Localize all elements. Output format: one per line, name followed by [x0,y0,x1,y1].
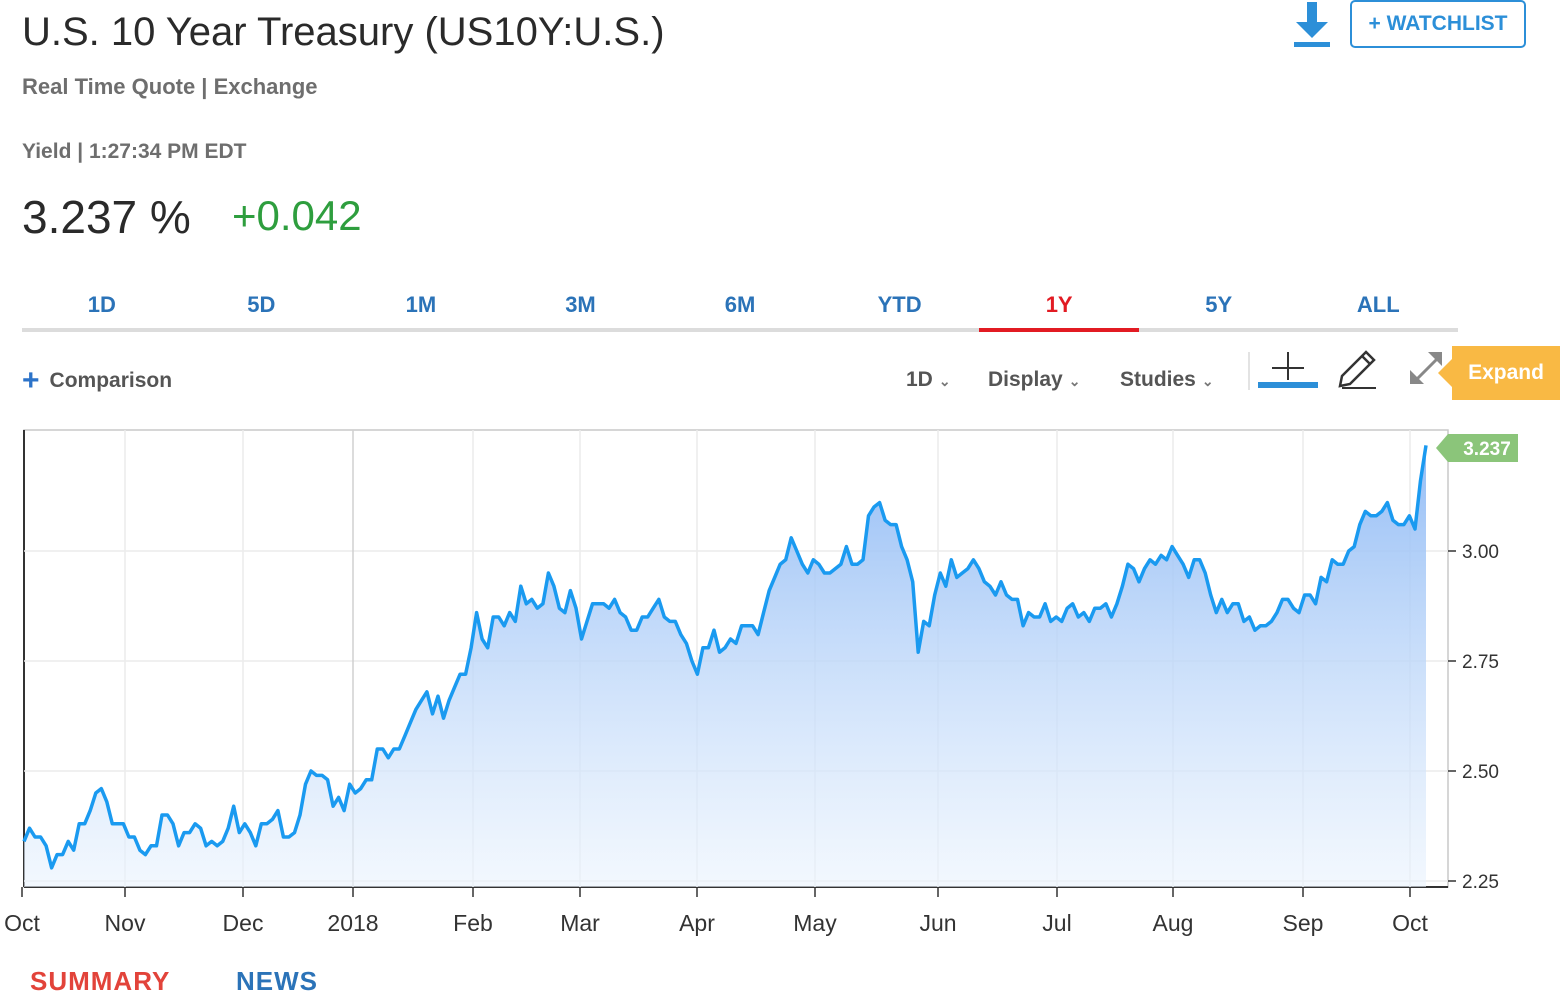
chart-series-line [22,445,1428,870]
x-tick-label: Feb [453,910,493,936]
x-tick-label: Dec [223,910,264,936]
interval-label: 1D [906,368,933,391]
chevron-down-icon: ⌄ [938,373,951,389]
y-tick-label: 2.25 [1462,872,1499,893]
yield-timestamp: Yield | 1:27:34 PM EDT [22,140,247,163]
chevron-down-icon: ⌄ [1068,373,1081,389]
plus-icon: + [22,364,40,397]
period-tabs: 1D 5D 1M 3M 6M YTD 1Y 5Y ALL [22,286,1458,332]
draw-tool-button[interactable] [1336,348,1380,390]
x-tick-label: Sep [1283,910,1324,936]
interval-dropdown[interactable]: 1D ⌄ [906,368,951,392]
x-tick-label: Apr [679,910,715,936]
crosshair-tool-button[interactable] [1258,350,1318,390]
x-tick-label: Aug [1153,910,1194,936]
tab-1d[interactable]: 1D [87,292,116,317]
x-tick-label: May [793,910,837,936]
x-tick-label: Oct [1392,910,1428,936]
last-value-label: 3.237 [1463,439,1511,460]
download-icon [1294,2,1330,47]
y-tick-label: 3.00 [1462,542,1499,563]
tab-5y[interactable]: 5Y [1205,292,1233,317]
tab-all[interactable]: ALL [1356,292,1400,317]
page-title: U.S. 10 Year Treasury (US10Y:U.S.) [22,10,665,54]
tab-5d[interactable]: 5D [247,292,276,317]
yield-change: +0.042 [232,192,362,239]
crosshair-icon [1258,352,1318,388]
comparison-label: Comparison [49,369,173,392]
tab-ytd[interactable]: YTD [877,292,922,317]
quote-source: Real Time Quote | Exchange [22,74,318,99]
tab-6m[interactable]: 6M [724,292,756,317]
x-tick-label: Mar [560,910,600,936]
x-tick-label: Nov [105,910,146,936]
watchlist-button[interactable]: + WATCHLIST [1350,0,1526,48]
x-tick-label: 2018 [327,910,378,936]
chevron-down-icon: ⌄ [1201,373,1214,389]
last-value-badge [1436,434,1518,462]
x-tick-label: Oct [4,910,40,936]
x-tick-label: Jul [1042,910,1071,936]
tab-3m[interactable]: 3M [565,292,596,317]
expand-button[interactable]: Expand [1438,346,1560,400]
yield-chart[interactable]: 3.00 2.75 2.50 2.25 Oct Nov Dec 2018 Feb Mar Apr M… [0,420,1560,982]
display-dropdown[interactable]: Display ⌄ [988,368,1080,392]
display-label: Display [988,368,1063,391]
x-tick-label: Jun [919,910,956,936]
y-tick-label: 2.50 [1462,762,1499,783]
toolbar-divider [1248,352,1250,390]
studies-label: Studies [1120,368,1196,391]
current-yield: 3.237 % [22,191,191,243]
comparison-button[interactable]: + Comparison [22,364,173,397]
tab-1y[interactable]: 1Y [979,286,1139,332]
tab-1m[interactable]: 1M [405,292,437,317]
studies-dropdown[interactable]: Studies ⌄ [1120,368,1214,392]
pencil-icon [1338,350,1376,389]
y-tick-label: 2.75 [1462,652,1499,673]
chart-area-fill [24,445,1426,887]
download-button[interactable] [1290,0,1334,52]
